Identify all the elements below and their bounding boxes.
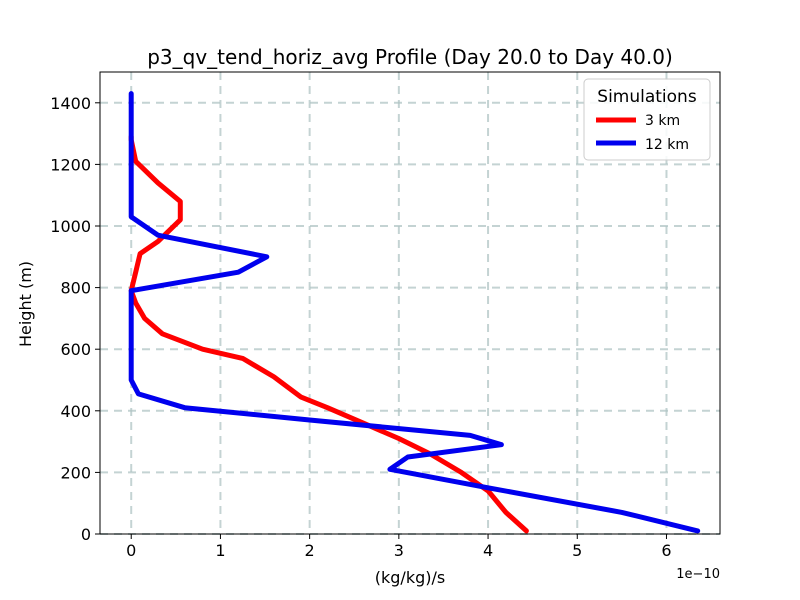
x-axis-label: (kg/kg)/s (375, 568, 445, 587)
x-tick-label: 3 (394, 541, 404, 560)
y-axis-ticks: 0 200 400 600 800 1000 1200 1400 (50, 94, 100, 544)
axes-frame (99, 71, 721, 535)
legend-title: Simulations (597, 87, 697, 107)
legend: Simulations 3 km 12 km (583, 78, 711, 161)
y-tick-label: 400 (60, 402, 91, 421)
x-tick-label: 6 (661, 541, 671, 560)
x-tick-label: 0 (126, 541, 136, 560)
x-axis-offset-label: 1e−10 (676, 567, 720, 582)
y-tick-label: 1000 (50, 217, 91, 236)
y-tick-label: 1400 (50, 94, 91, 113)
y-tick-label: 0 (81, 525, 91, 544)
x-axis-ticks: 0 1 2 3 4 5 6 (126, 534, 672, 560)
y-tick-label: 600 (60, 340, 91, 359)
x-tick-label: 5 (572, 541, 582, 560)
legend-label-12km: 12 km (645, 137, 689, 153)
x-tick-label: 2 (305, 541, 315, 560)
series-lines (128, 91, 701, 534)
y-tick-label: 1200 (50, 155, 91, 174)
y-tick-label: 800 (60, 279, 91, 298)
legend-box (583, 78, 711, 161)
y-axis-label: Height (m) (16, 261, 35, 347)
legend-label-3km: 3 km (645, 113, 680, 129)
x-tick-label: 4 (483, 541, 493, 560)
chart-title: p3_qv_tend_horiz_avg Profile (Day 20.0 t… (147, 45, 673, 69)
series-line-12km (128, 91, 701, 534)
x-tick-label: 1 (215, 541, 225, 560)
y-tick-label: 200 (60, 463, 91, 482)
